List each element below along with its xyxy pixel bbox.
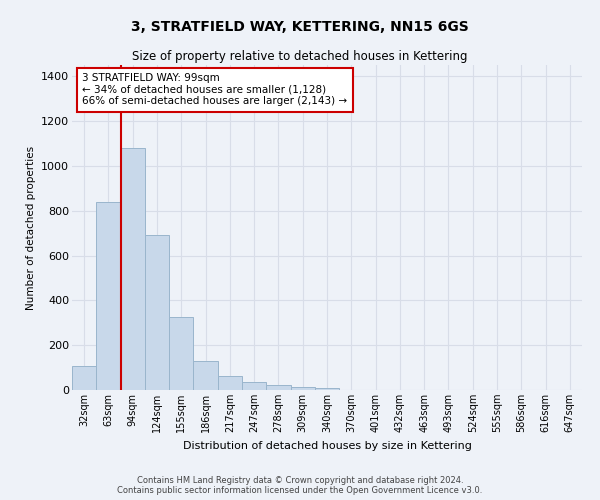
Bar <box>169 317 193 390</box>
Bar <box>290 387 315 390</box>
Bar <box>145 236 169 390</box>
Bar <box>193 362 218 390</box>
Bar <box>315 388 339 390</box>
Bar <box>121 148 145 390</box>
Bar <box>218 376 242 390</box>
Y-axis label: Number of detached properties: Number of detached properties <box>26 146 35 310</box>
Text: 3, STRATFIELD WAY, KETTERING, NN15 6GS: 3, STRATFIELD WAY, KETTERING, NN15 6GS <box>131 20 469 34</box>
Bar <box>96 202 121 390</box>
Text: Size of property relative to detached houses in Kettering: Size of property relative to detached ho… <box>132 50 468 63</box>
Text: Contains HM Land Registry data © Crown copyright and database right 2024.
Contai: Contains HM Land Registry data © Crown c… <box>118 476 482 495</box>
Bar <box>72 366 96 390</box>
X-axis label: Distribution of detached houses by size in Kettering: Distribution of detached houses by size … <box>182 440 472 450</box>
Bar <box>266 385 290 390</box>
Text: 3 STRATFIELD WAY: 99sqm
← 34% of detached houses are smaller (1,128)
66% of semi: 3 STRATFIELD WAY: 99sqm ← 34% of detache… <box>82 73 347 106</box>
Bar <box>242 382 266 390</box>
